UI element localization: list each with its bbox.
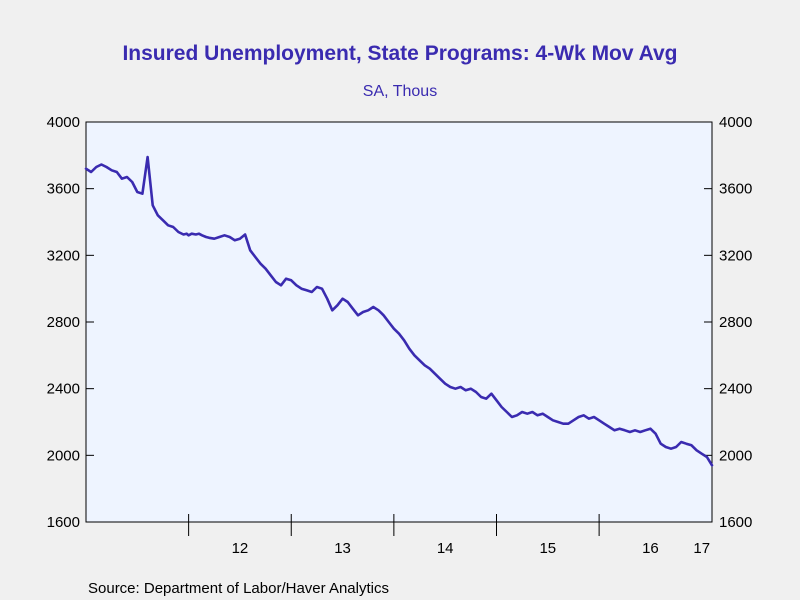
y-tick-label-right: 3200 [719, 247, 752, 264]
x-tick-label: 12 [232, 540, 249, 557]
y-tick-label-left: 4000 [47, 114, 80, 131]
chart-title: Insured Unemployment, State Programs: 4-… [122, 42, 677, 65]
y-tick-label-right: 2000 [719, 447, 752, 464]
y-tick-label-left: 2000 [47, 447, 80, 464]
y-tick-label-left: 2400 [47, 381, 80, 398]
y-tick-label-left: 2800 [47, 314, 80, 331]
source-note: Source: Department of Labor/Haver Analyt… [88, 580, 389, 597]
x-tick-label: 16 [642, 540, 659, 557]
plot-area [85, 121, 713, 523]
chart-subtitle: SA, Thous [363, 83, 437, 100]
series-line [84, 155, 714, 467]
y-tick-label-right: 2400 [719, 381, 752, 398]
series-group [84, 155, 714, 467]
y-axis-right: 4000 3600 3200 2800 2400 2000 1600 [704, 114, 752, 531]
y-axis-left: 4000 3600 3200 2800 2400 2000 1600 [47, 114, 94, 531]
y-tick-label-left: 3600 [47, 181, 80, 198]
x-tick-label: 15 [539, 540, 556, 557]
y-tick-label-right: 1600 [719, 514, 752, 531]
x-axis: 12 13 14 15 16 17 [188, 514, 710, 557]
x-tick-label: 17 [693, 540, 710, 557]
x-tick-label: 13 [334, 540, 351, 557]
y-tick-label-left: 3200 [47, 247, 80, 264]
y-tick-label-right: 4000 [719, 114, 752, 131]
x-tick-label: 14 [437, 540, 454, 557]
y-tick-label-left: 1600 [47, 514, 80, 531]
y-tick-label-right: 3600 [719, 181, 752, 198]
y-tick-label-right: 2800 [719, 314, 752, 331]
